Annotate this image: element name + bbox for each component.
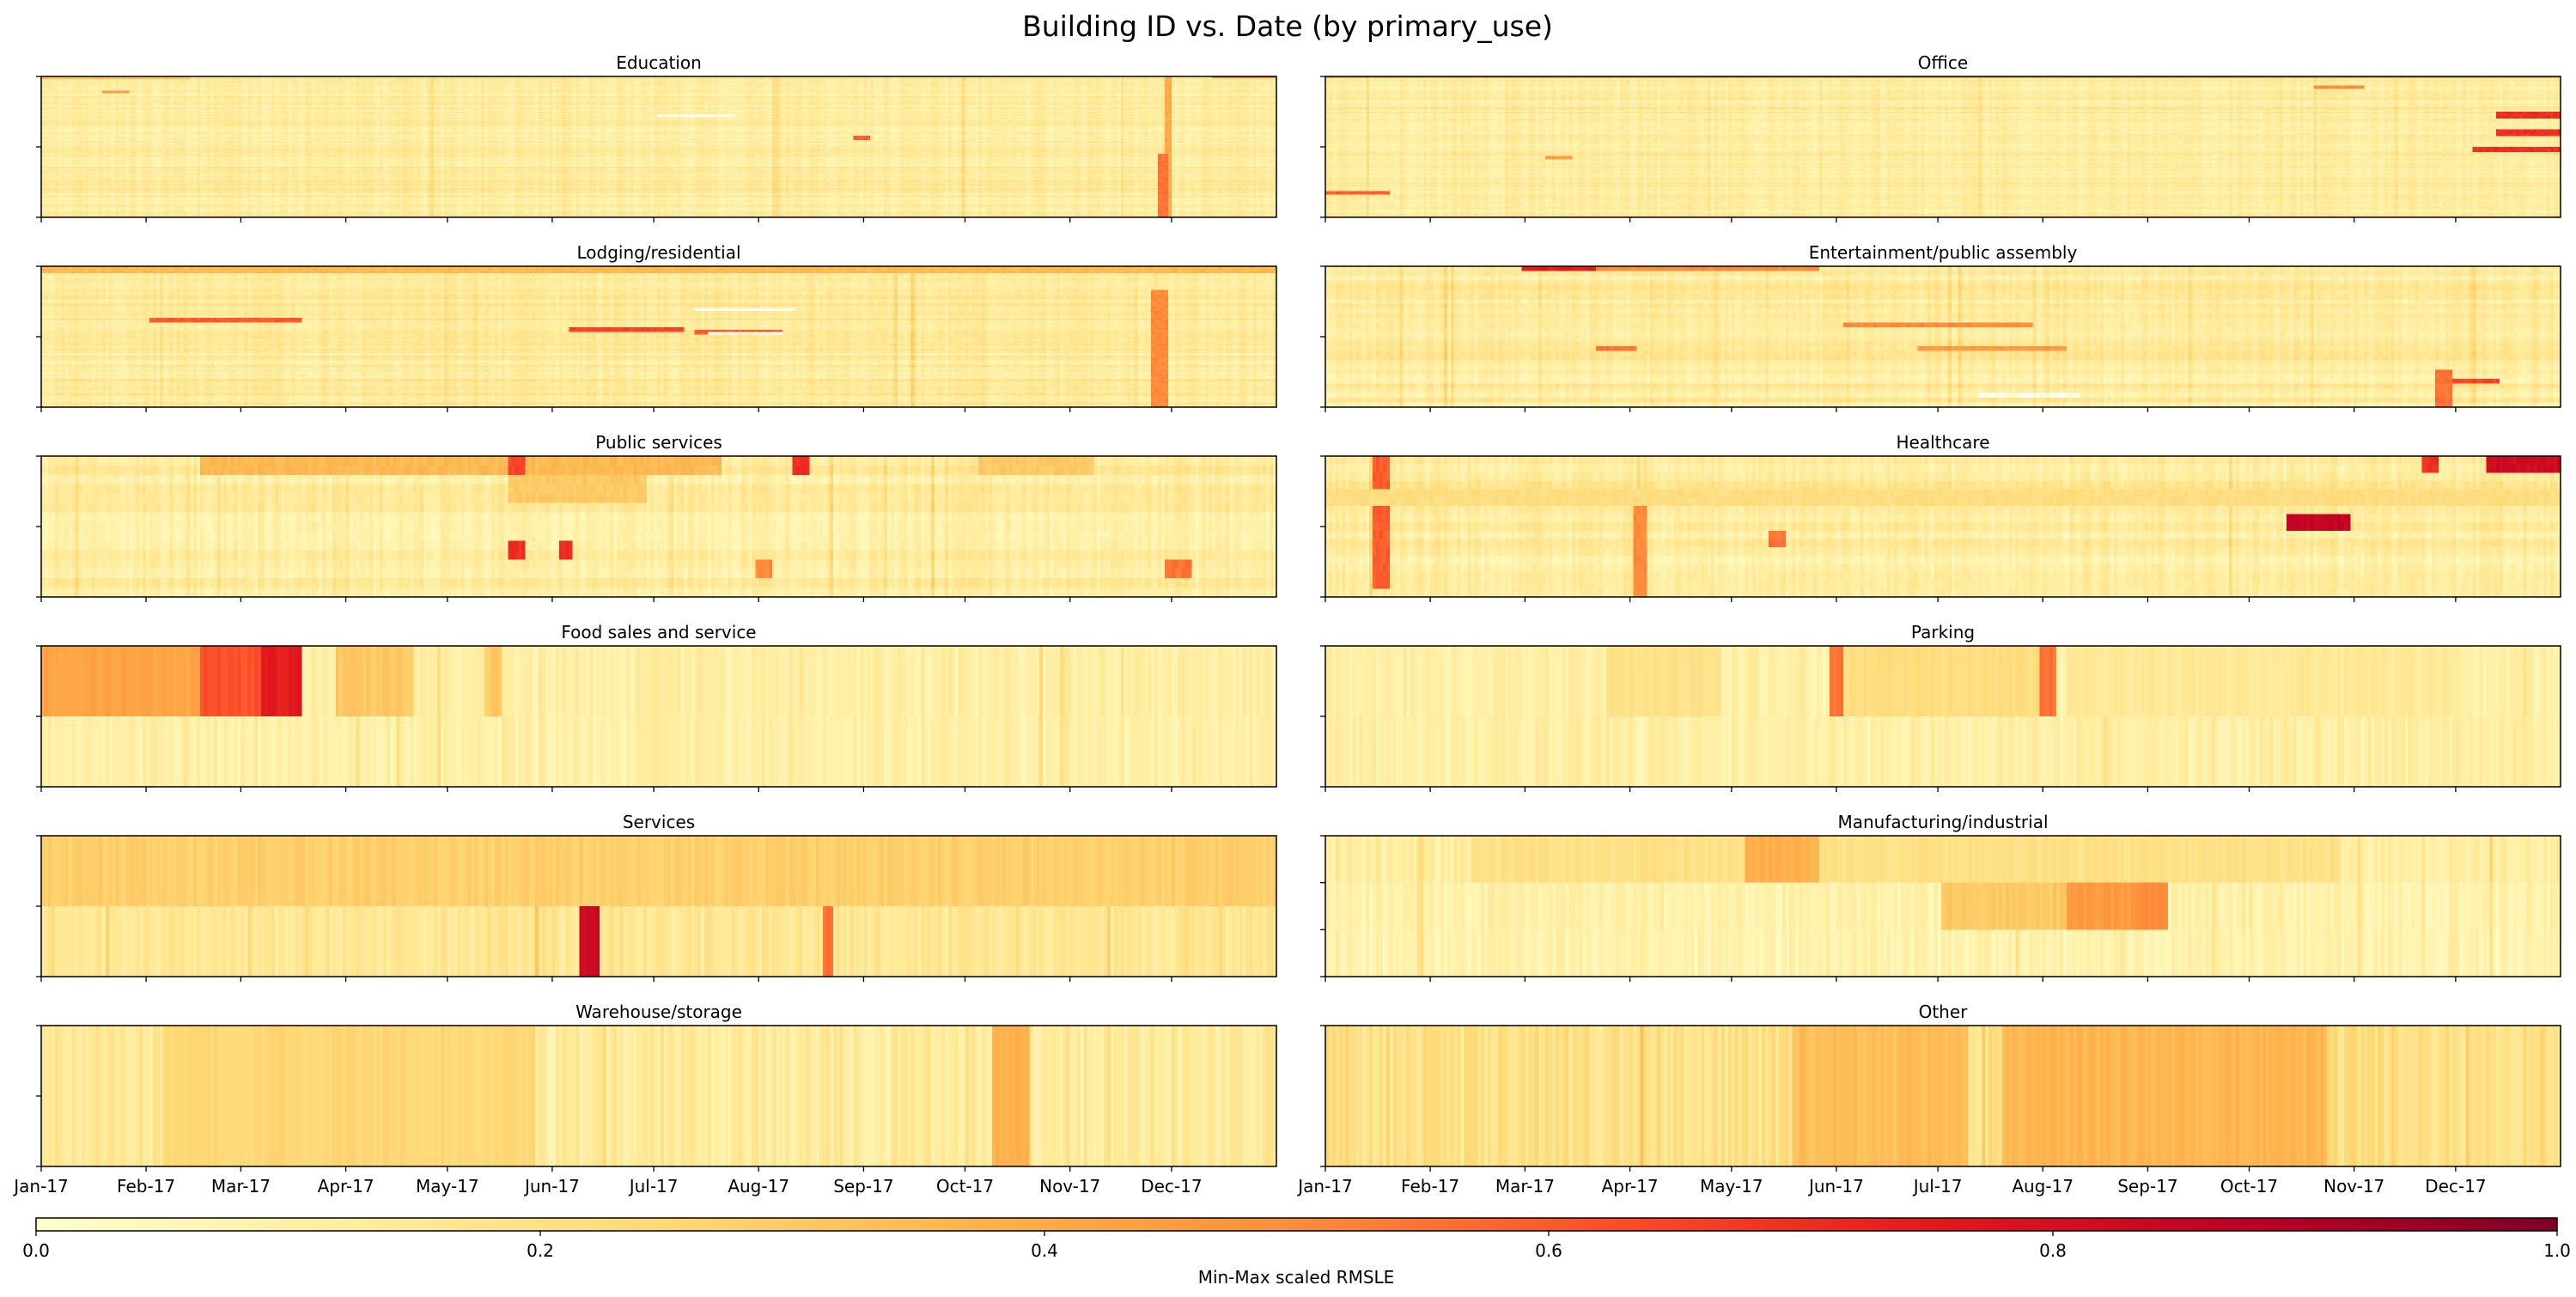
- colorbar-tick-label: 0.2: [527, 1240, 554, 1261]
- colorbar-gradient: [35, 1217, 2558, 1232]
- x-tick-label: Jan-17: [12, 1176, 69, 1197]
- x-tick-label: Jan-17: [1296, 1176, 1353, 1197]
- panel-title: Healthcare: [1896, 432, 1989, 453]
- x-tick-label: Sep-17: [2117, 1176, 2177, 1197]
- panel-title: Public services: [595, 432, 722, 453]
- x-tick-label: Sep-17: [833, 1176, 893, 1197]
- panel-title: Services: [623, 812, 695, 832]
- panel-warehouse-storage: Warehouse/storage Jan-17 Feb-17 Mar-17 Apr-1…: [12, 1002, 1277, 1197]
- panel-manufacturing-industrial: Manufacturing/industrial: [1320, 812, 2561, 982]
- panel-title: Office: [1918, 52, 1968, 73]
- colorbar-label: Min-Max scaled RMSLE: [1198, 1267, 1395, 1288]
- heatmap-cells: [41, 456, 1276, 597]
- colorbar-tick-label: 0.8: [2039, 1240, 2067, 1261]
- panel-title: Manufacturing/industrial: [1837, 812, 2048, 832]
- colorbar-tick-label: 0.0: [22, 1240, 50, 1261]
- colorbar-tick-label: 0.6: [1535, 1240, 1562, 1261]
- x-tick-label: May-17: [416, 1176, 479, 1197]
- panel-title: Food sales and service: [561, 622, 756, 642]
- panel-title: Entertainment/public assembly: [1809, 242, 2078, 263]
- panel-entertainment-public-assembly: Entertainment/public assembly: [1320, 242, 2561, 412]
- panel-title: Parking: [1911, 622, 1975, 642]
- x-tick-label: Oct-17: [2220, 1176, 2278, 1197]
- x-tick-label: Jun-17: [523, 1176, 580, 1197]
- panel-frame: [1325, 1025, 2561, 1167]
- colorbar: 0.0 0.2 0.4 0.6 0.8 1.0 Min-Max scaled RMSLE: [22, 1217, 2571, 1288]
- x-tick-label: Nov-17: [1039, 1176, 1100, 1197]
- chart-title: Building ID vs. Date (by primary_use): [1022, 9, 1553, 43]
- x-tick-label: May-17: [1700, 1176, 1763, 1197]
- heatmap-cells: [1325, 646, 2561, 787]
- x-tick-label: Jun-17: [1807, 1176, 1864, 1197]
- heatmap-panels: Education Office Lodging/residential Entert…: [12, 52, 2561, 1197]
- panel-education: Education: [36, 52, 1277, 222]
- panel-parking: Parking: [1320, 622, 2561, 792]
- x-tick-label: Feb-17: [1401, 1176, 1459, 1197]
- panel-lodging-residential: Lodging/residential: [36, 242, 1277, 412]
- panel-other: Other Jan-17 Feb-17 Mar-17 Apr-17 May-17 Jun-1…: [1296, 1002, 2561, 1197]
- x-tick-label: Dec-17: [2425, 1176, 2486, 1197]
- x-tick-label: Nov-17: [2323, 1176, 2384, 1197]
- panel-services: Services: [36, 812, 1277, 982]
- x-tick-label: Aug-17: [728, 1176, 789, 1197]
- panel-public-services: Public services: [36, 432, 1277, 602]
- x-tick-label: Oct-17: [936, 1176, 994, 1197]
- x-tick-label: Dec-17: [1141, 1176, 1202, 1197]
- heatmap-cells: [41, 76, 1276, 217]
- panel-title: Warehouse/storage: [575, 1002, 742, 1022]
- heatmap-cells: [41, 836, 1276, 977]
- x-tick-label: Apr-17: [318, 1176, 375, 1197]
- x-tick-label: Aug-17: [2012, 1176, 2074, 1197]
- x-tick-label: Apr-17: [1602, 1176, 1659, 1197]
- panel-title: Lodging/residential: [576, 242, 740, 263]
- panel-title: Education: [616, 52, 702, 73]
- x-tick-label: Feb-17: [117, 1176, 175, 1197]
- heatmap-cells: [1325, 1026, 2561, 1166]
- heatmap-cells: [1325, 76, 2561, 217]
- colorbar-tick-label: 1.0: [2543, 1240, 2571, 1261]
- x-tick-label: Jul-17: [628, 1176, 679, 1197]
- colorbar-ticks: 0.0 0.2 0.4 0.6 0.8 1.0: [22, 1231, 2571, 1261]
- colorbar-tick-label: 0.4: [1031, 1240, 1058, 1261]
- x-tick-label: Mar-17: [211, 1176, 271, 1197]
- heatmap-cells: [41, 1026, 1276, 1166]
- panel-healthcare: Healthcare: [1320, 432, 2561, 602]
- heatmap-cells: [1325, 266, 2561, 407]
- x-tick-label: Mar-17: [1495, 1176, 1555, 1197]
- heatmap-cells: [41, 646, 1276, 787]
- panel-title: Other: [1919, 1002, 1969, 1022]
- x-tick-label: Jul-17: [1912, 1176, 1963, 1197]
- panel-office: Office: [1320, 52, 2561, 222]
- panel-frame: [1325, 835, 2561, 977]
- heatmap-cells: [41, 266, 1276, 407]
- heatmap-cells: [1325, 836, 2561, 977]
- panel-food-sales-and-service: Food sales and service: [36, 622, 1277, 792]
- heatmap-cells: [1325, 456, 2561, 597]
